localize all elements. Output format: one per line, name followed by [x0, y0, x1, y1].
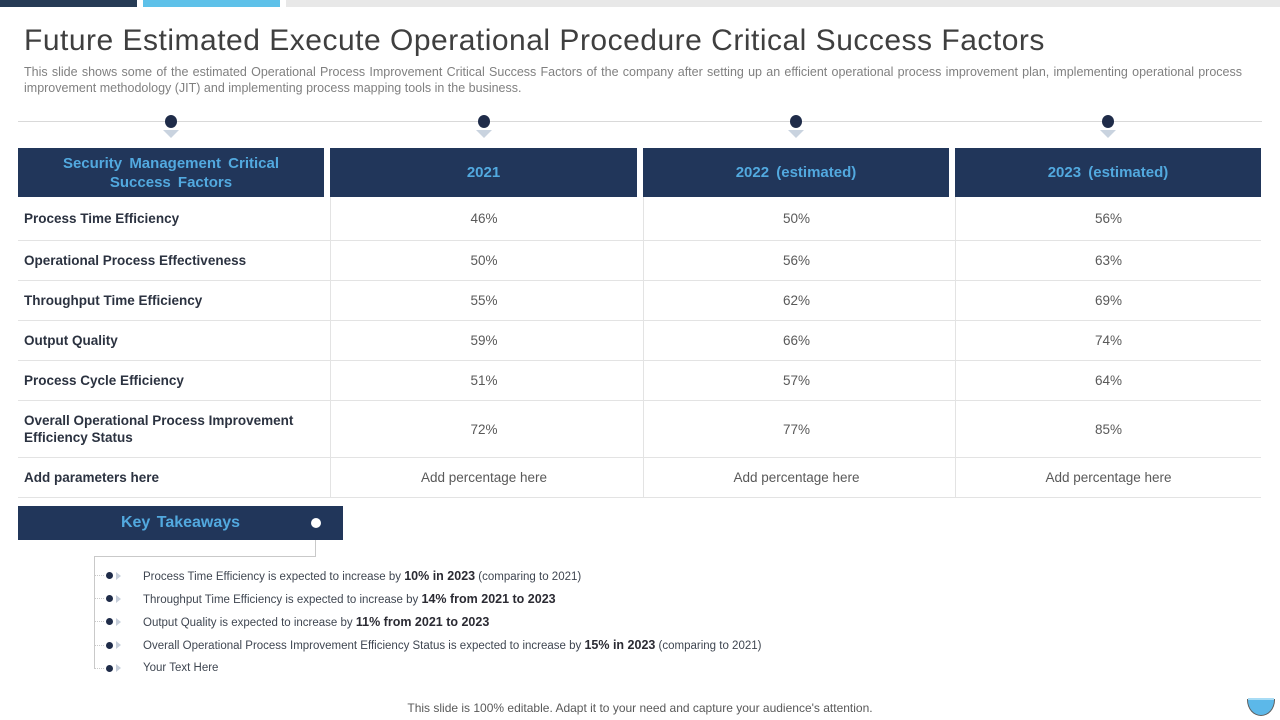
row-label: Process Cycle Efficiency	[24, 373, 184, 388]
row-label: Throughput Time Efficiency	[24, 293, 203, 308]
value-cell: 51%	[330, 361, 637, 400]
row-label: Overall Operational Process Improvement …	[24, 413, 294, 445]
takeaway-item: Overall Operational Process Improvement …	[94, 634, 1194, 657]
connector-tick	[94, 598, 104, 600]
table-body: Process Time Efficiency 46% 50% 56% Operatio…	[18, 197, 1261, 498]
value-cell: 62%	[643, 281, 949, 320]
value-cell: 69%	[955, 281, 1261, 320]
slide-title: Future Estimated Execute Operational Pro…	[24, 24, 1045, 57]
takeaway-item: Throughput Time Efficiency is expected t…	[94, 587, 1194, 610]
table-row: Process Cycle Efficiency 51% 57% 64%	[18, 361, 1261, 401]
takeaway-text-placeholder[interactable]: Your Text Here	[143, 662, 219, 675]
table-row: Operational Process Effectiveness 50% 56% 6…	[18, 241, 1261, 281]
footer-note: This slide is 100% editable. Adapt it to…	[407, 701, 873, 715]
chevron-right-icon	[116, 641, 121, 650]
connector-line	[94, 556, 95, 669]
value-cell-placeholder[interactable]: Add percentage here	[643, 458, 949, 497]
takeaway-text: Throughput Time Efficiency is expected t…	[143, 591, 556, 606]
chevron-right-icon	[116, 664, 121, 673]
row-label: Process Time Efficiency	[24, 211, 180, 226]
table-header-2022: 2022 (estimated)	[643, 148, 949, 197]
timeline-dot	[790, 115, 802, 128]
arrow-down-icon	[476, 130, 492, 138]
table-row: Process Time Efficiency 46% 50% 56%	[18, 197, 1261, 241]
timeline-dot	[165, 115, 177, 128]
key-takeaways-box: Key Takeaways	[18, 506, 343, 540]
connector-tick	[94, 621, 104, 623]
takeaway-text: Overall Operational Process Improvement …	[143, 638, 762, 653]
table-header-row: Security Management Critical Success Fac…	[18, 148, 1261, 197]
value-cell-placeholder[interactable]: Add percentage here	[955, 458, 1261, 497]
value-cell: 57%	[643, 361, 949, 400]
metrics-table: Security Management Critical Success Fac…	[18, 148, 1261, 498]
key-takeaways-title: Key Takeaways	[120, 514, 241, 531]
takeaway-text: Process Time Efficiency is expected to i…	[143, 568, 582, 583]
bullet-dot-icon	[106, 595, 113, 603]
value-cell: 63%	[955, 241, 1261, 280]
value-cell-placeholder[interactable]: Add percentage here	[330, 458, 637, 497]
chevron-right-icon	[116, 617, 121, 626]
table-row: Throughput Time Efficiency 55% 62% 69%	[18, 281, 1261, 321]
value-cell: 72%	[330, 401, 637, 457]
value-cell: 85%	[955, 401, 1261, 457]
value-cell: 50%	[330, 241, 637, 280]
table-header-2023: 2023 (estimated)	[955, 148, 1261, 197]
value-cell: 56%	[955, 197, 1261, 240]
timeline-dot	[1102, 115, 1114, 128]
row-label-placeholder[interactable]: Add parameters here	[24, 470, 160, 485]
top-accent-bar-gray	[286, 0, 1280, 7]
table-header-factors: Security Management Critical Success Fac…	[18, 148, 324, 197]
value-cell: 64%	[955, 361, 1261, 400]
slide-subtitle: This slide shows some of the estimated O…	[24, 65, 1242, 95]
connector-tick	[94, 575, 104, 577]
arrow-down-icon	[1100, 130, 1116, 138]
timeline-dot	[478, 115, 490, 128]
chevron-right-icon	[116, 571, 121, 580]
bullet-dot-icon	[106, 641, 113, 649]
connector-tick	[94, 667, 104, 669]
bullet-dot-icon	[106, 618, 113, 626]
key-takeaways-dot	[311, 518, 321, 528]
connector-line	[94, 556, 316, 557]
bullet-dot-icon	[106, 664, 113, 672]
connector-line	[315, 540, 316, 556]
arrow-down-icon	[163, 130, 179, 138]
row-label: Output Quality	[24, 333, 118, 348]
top-accent-bar-blue	[143, 0, 280, 7]
takeaway-item: Process Time Efficiency is expected to i…	[94, 564, 1194, 587]
table-row: Overall Operational Process Improvement …	[18, 401, 1261, 458]
value-cell: 77%	[643, 401, 949, 457]
timeline-line	[18, 121, 1262, 122]
value-cell: 46%	[330, 197, 637, 240]
bullet-dot-icon	[106, 572, 113, 580]
value-cell: 74%	[955, 321, 1261, 360]
takeaway-text: Output Quality is expected to increase b…	[143, 614, 490, 629]
value-cell: 50%	[643, 197, 949, 240]
takeaway-item: Your Text Here	[94, 657, 1194, 680]
value-cell: 56%	[643, 241, 949, 280]
connector-tick	[94, 644, 104, 646]
key-takeaways-list: Process Time Efficiency is expected to i…	[94, 564, 1194, 680]
value-cell: 66%	[643, 321, 949, 360]
table-row: Output Quality 59% 66% 74%	[18, 321, 1261, 361]
table-row: Add parameters here Add percentage here Ad…	[18, 458, 1261, 498]
chevron-right-icon	[116, 594, 121, 603]
row-label: Operational Process Effectiveness	[24, 253, 247, 268]
value-cell: 55%	[330, 281, 637, 320]
top-accent-bar-dark	[0, 0, 137, 7]
value-cell: 59%	[330, 321, 637, 360]
table-header-2021: 2021	[330, 148, 637, 197]
takeaway-item: Output Quality is expected to increase b…	[94, 610, 1194, 633]
arrow-down-icon	[788, 130, 804, 138]
